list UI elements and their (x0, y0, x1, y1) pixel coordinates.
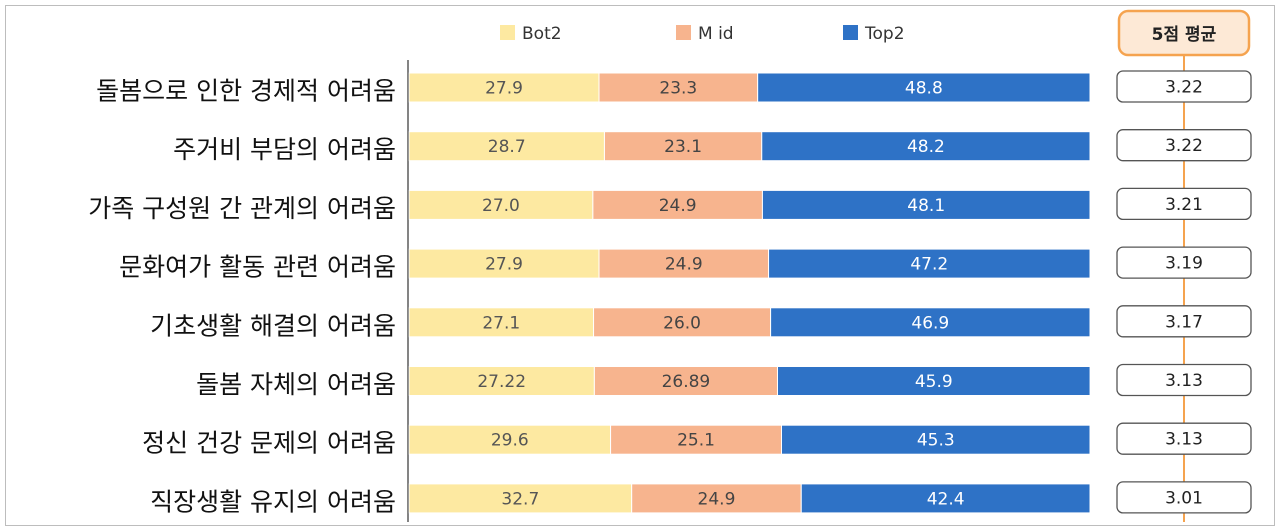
data-label-mid-2: 23.1 (664, 137, 702, 157)
data-label-top2-4: 47.2 (910, 255, 948, 275)
average-box-2 (1116, 129, 1252, 162)
bar-bot2-8 (408, 483, 633, 514)
bar-mid-1 (598, 72, 759, 103)
average-value-5: 3.17 (1165, 312, 1203, 332)
bar-mid-7 (610, 424, 783, 455)
average-box-7 (1116, 422, 1252, 455)
bar-top2-5 (770, 307, 1091, 338)
data-label-mid-6: 26.89 (662, 372, 711, 392)
data-label-top2-6: 45.9 (915, 372, 953, 392)
data-label-top2-7: 45.3 (917, 431, 955, 451)
category-label-6: 돌봄 자체의 어려움 (196, 370, 396, 399)
data-label-bot2-8: 32.7 (501, 489, 539, 509)
category-label-1: 돌봄으로 인한 경제적 어려움 (96, 77, 396, 106)
bar-bot2-6 (408, 366, 595, 396)
bar-mid-6 (593, 366, 778, 396)
average-value-6: 3.13 (1165, 371, 1203, 391)
data-label-bot2-6: 27.22 (477, 372, 526, 392)
bar-mid-4 (598, 248, 770, 279)
chart-frame (5, 5, 1275, 526)
bar-bot2-4 (408, 248, 600, 279)
data-label-mid-5: 26.0 (663, 313, 701, 333)
average-box-1 (1116, 70, 1252, 103)
data-label-bot2-5: 27.1 (482, 313, 520, 333)
category-label-2: 주거비 부담의 어려움 (173, 135, 396, 164)
data-label-top2-1: 48.8 (905, 79, 943, 99)
legend-label-2: M id (698, 24, 734, 44)
data-label-bot2-2: 28.7 (488, 137, 526, 157)
average-box-8 (1116, 481, 1252, 514)
data-label-top2-5: 46.9 (911, 313, 949, 333)
data-label-mid-3: 24.9 (659, 196, 697, 216)
bar-bot2-1 (408, 72, 600, 103)
data-label-mid-4: 24.9 (665, 255, 703, 275)
category-label-4: 문화여가 활동 관련 어려움 (119, 253, 396, 282)
bar-bot2-7 (408, 424, 612, 455)
category-label-8: 직장생활 유지의 어려움 (150, 487, 396, 516)
average-value-3: 3.21 (1165, 195, 1203, 215)
average-header-label: 5점 평균 (1152, 25, 1217, 45)
average-value-7: 3.13 (1165, 430, 1203, 450)
average-box-6 (1116, 363, 1252, 397)
bar-top2-7 (781, 424, 1091, 455)
category-label-3: 가족 구성원 간 관계의 어려움 (88, 194, 396, 223)
category-label-5: 기초생활 해결의 어려움 (150, 311, 396, 340)
legend-label-1: Bot2 (522, 24, 562, 44)
data-label-top2-8: 42.4 (927, 489, 965, 509)
legend-label-3: Top2 (864, 24, 905, 44)
bar-top2-2 (761, 131, 1091, 162)
bar-bot2-3 (408, 189, 594, 220)
average-box-5 (1116, 305, 1252, 338)
average-box-3 (1116, 187, 1252, 221)
average-value-1: 3.22 (1165, 78, 1203, 98)
average-header-box (1117, 9, 1251, 57)
bar-mid-5 (593, 307, 772, 338)
bar-top2-8 (800, 483, 1091, 514)
bar-bot2-2 (408, 131, 605, 162)
average-value-8: 3.01 (1165, 488, 1203, 508)
bar-top2-3 (761, 189, 1091, 220)
data-label-top2-2: 48.2 (907, 137, 945, 157)
category-label-7: 정신 건강 문제의 어려움 (142, 429, 396, 458)
data-label-bot2-1: 27.9 (485, 79, 523, 99)
data-label-top2-3: 48.1 (907, 196, 945, 216)
bar-top2-6 (776, 366, 1091, 396)
average-value-2: 3.22 (1165, 136, 1203, 156)
data-label-mid-7: 25.1 (677, 431, 715, 451)
data-label-bot2-4: 27.9 (485, 255, 523, 275)
bar-mid-3 (592, 189, 763, 220)
data-label-mid-8: 24.9 (698, 489, 736, 509)
average-box-4 (1116, 246, 1252, 279)
bar-top2-4 (768, 248, 1091, 279)
legend-swatch-2 (676, 25, 691, 40)
legend-swatch-1 (500, 25, 515, 40)
bar-mid-8 (631, 483, 802, 514)
data-label-bot2-3: 27.0 (482, 196, 520, 216)
average-value-4: 3.19 (1165, 254, 1203, 274)
bar-top2-1 (757, 72, 1091, 103)
data-label-mid-1: 23.3 (659, 79, 697, 99)
legend-swatch-3 (843, 25, 858, 40)
data-label-bot2-7: 29.6 (491, 431, 529, 451)
bar-bot2-5 (408, 307, 595, 338)
